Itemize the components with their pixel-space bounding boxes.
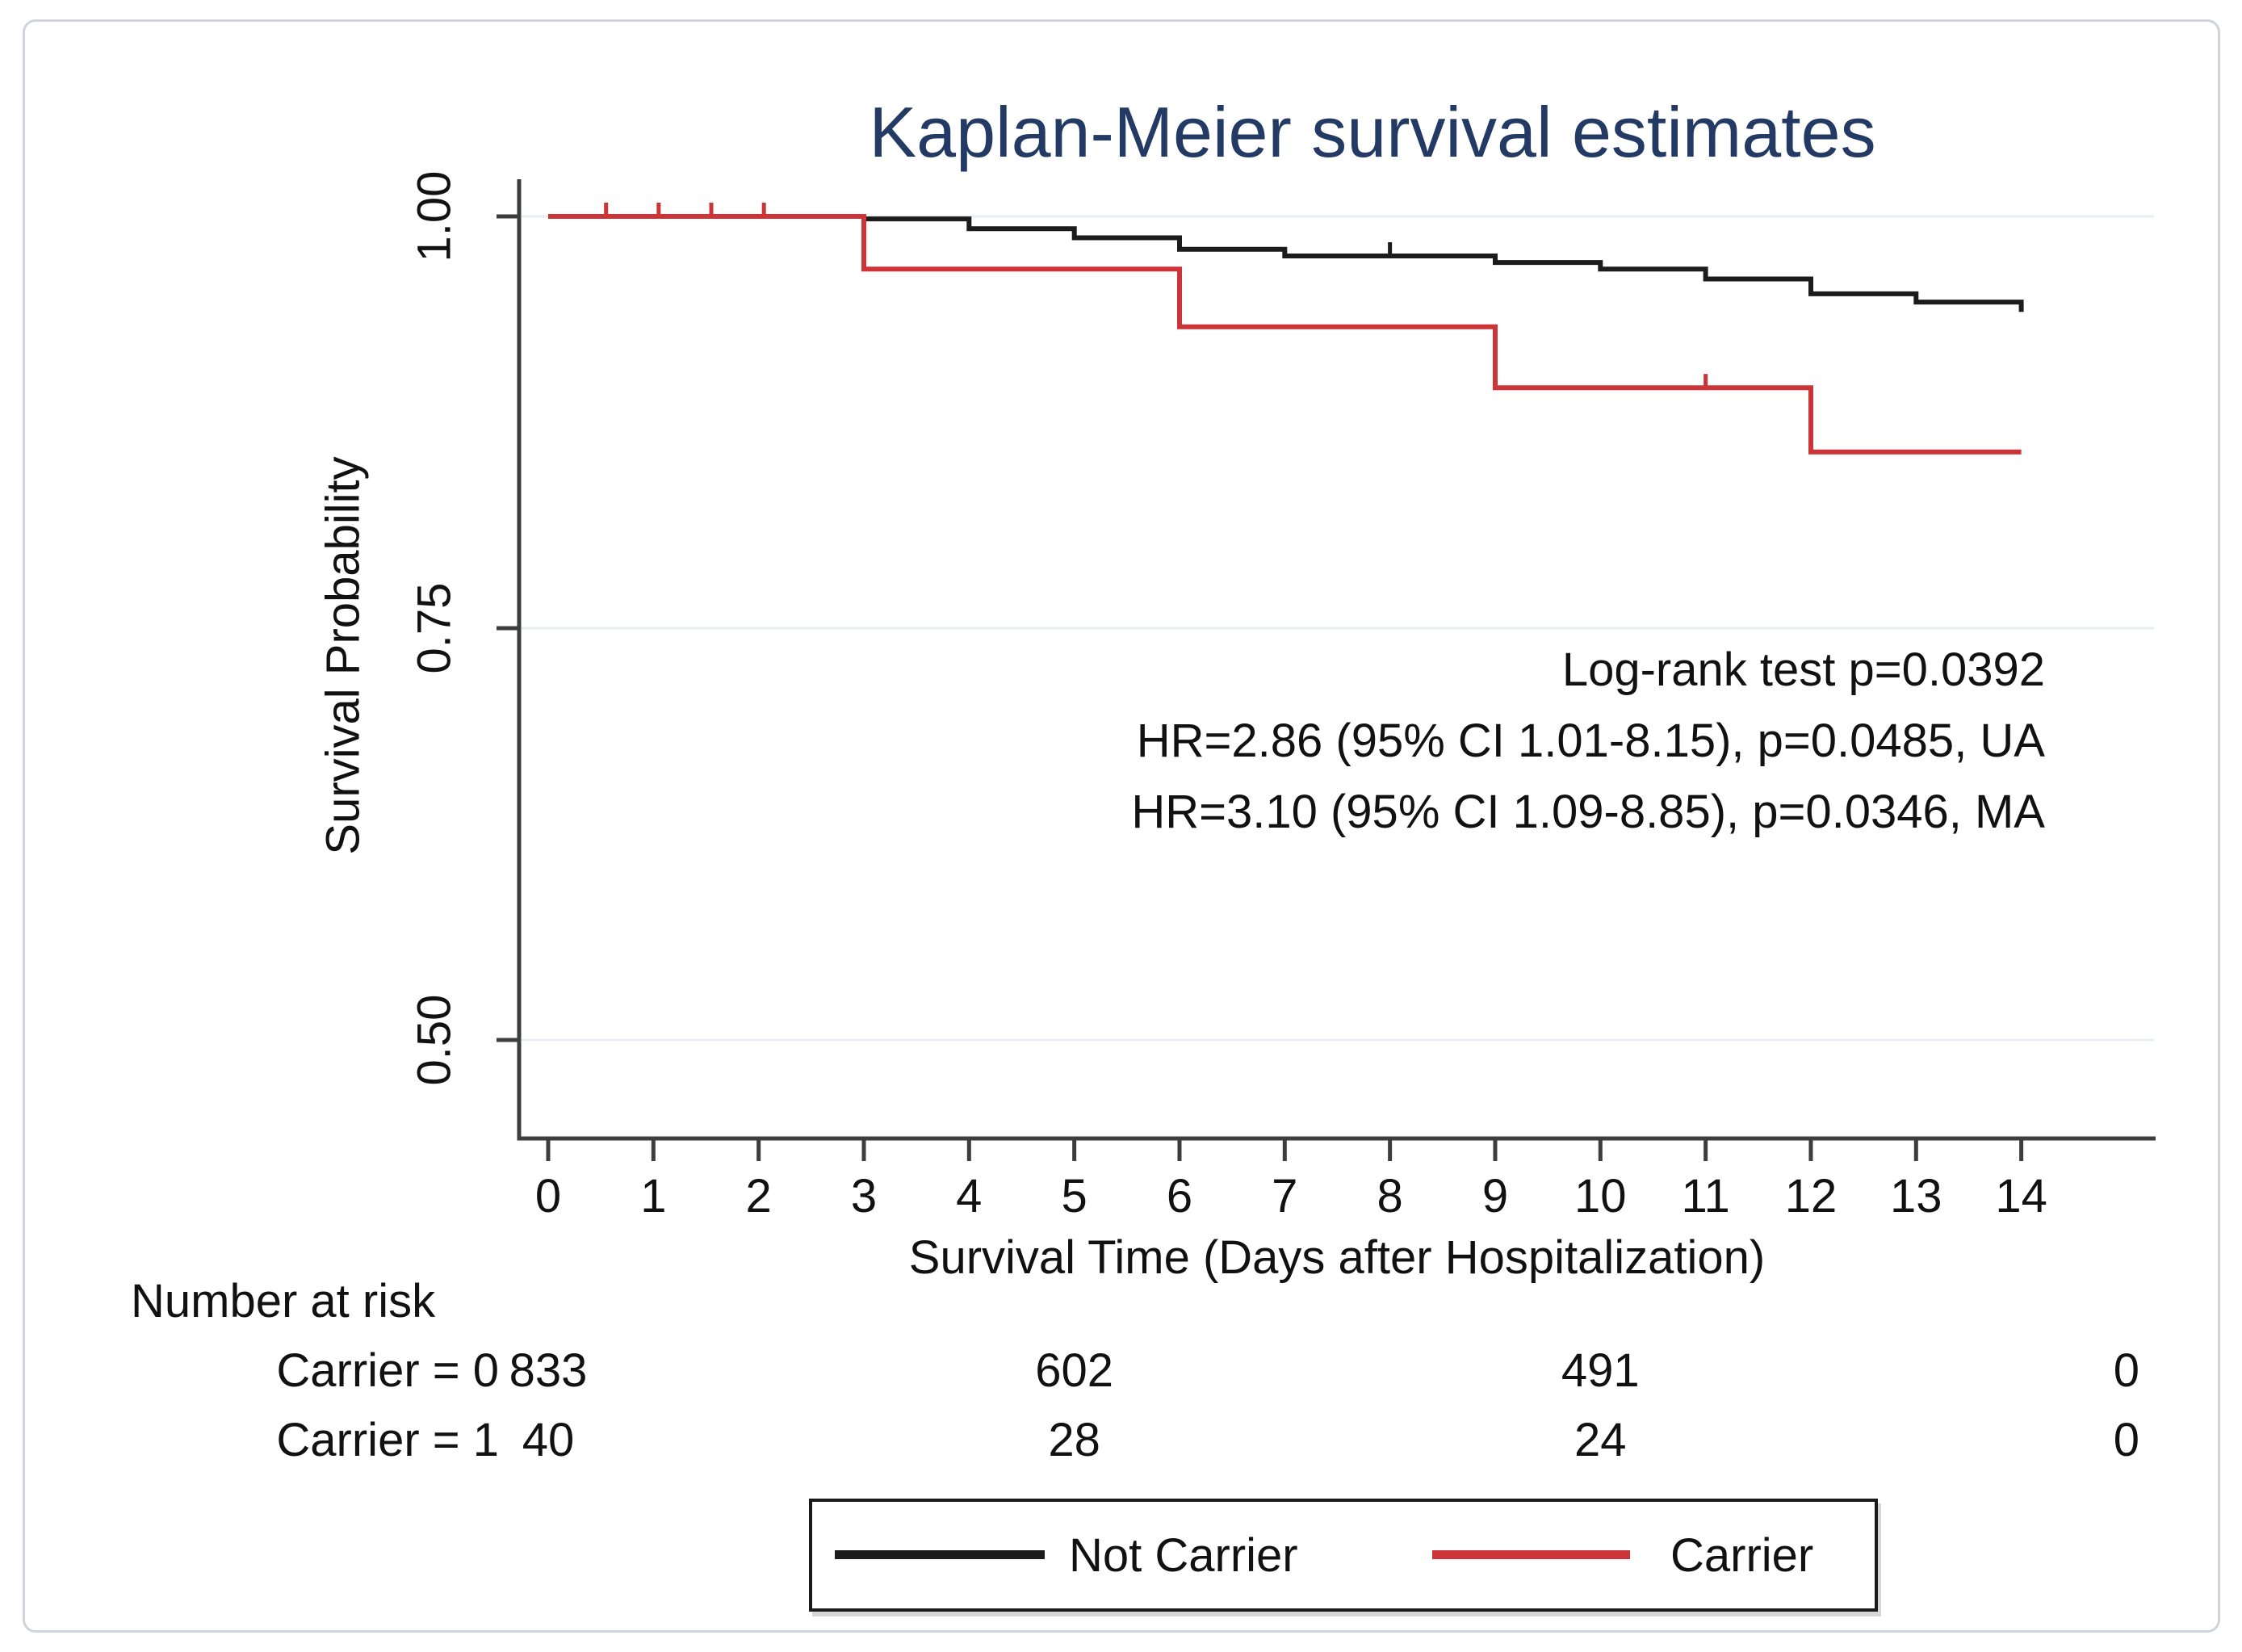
x-tick-label: 10 — [1574, 1170, 1627, 1222]
y-tick-label: 0.50 — [408, 994, 461, 1086]
y-tick-label: 0.75 — [408, 582, 461, 674]
risk-row-label: Carrier = 1 — [276, 1414, 499, 1466]
x-axis-title: Survival Time (Days after Hospitalizatio… — [908, 1231, 1766, 1284]
x-tick-label: 4 — [956, 1170, 983, 1222]
legend-line-not-carrier — [835, 1550, 1045, 1559]
axes — [517, 179, 2156, 1141]
risk-value: 0 — [2113, 1414, 2140, 1466]
figure-card — [23, 19, 2220, 1633]
chart-title: Kaplan-Meier survival estimates — [869, 92, 1876, 172]
risk-value: 602 — [1035, 1344, 1114, 1397]
x-tick-label: 5 — [1061, 1170, 1087, 1222]
km-curve-not-carrier — [548, 214, 2024, 312]
annotation-logrank: Log-rank test p=0.0392 — [1561, 644, 2045, 696]
km-curve-carrier — [548, 214, 2022, 455]
x-tick-label: 9 — [1481, 1170, 1509, 1222]
x-tick-label: 8 — [1377, 1170, 1403, 1222]
annotation-hr-ua: HR=2.86 (95% CI 1.01-8.15), p=0.0485, UA — [1136, 715, 2045, 767]
risk-table-header: Number at risk — [131, 1275, 436, 1327]
x-tick-label: 14 — [1995, 1170, 2047, 1222]
annotation-hr-ma: HR=3.10 (95% CI 1.09-8.85), p=0.0346, MA — [1131, 786, 2045, 838]
stat-annotations: Log-rank test p=0.0392 HR=2.86 (95% CI 1… — [1131, 635, 2045, 848]
legend-box: Not Carrier Carrier — [809, 1499, 1878, 1612]
x-tick-label: 7 — [1272, 1170, 1298, 1222]
y-tick-label: 1.00 — [408, 170, 461, 262]
legend-label-carrier: Carrier — [1670, 1529, 1814, 1582]
x-tick-label: 13 — [1890, 1170, 1942, 1222]
x-tick-label: 0 — [534, 1170, 562, 1222]
risk-value: 40 — [522, 1414, 575, 1466]
x-tick-label: 1 — [640, 1170, 667, 1222]
risk-value: 0 — [2113, 1344, 2140, 1397]
x-tick-label: 12 — [1784, 1170, 1838, 1222]
legend-label-not-carrier: Not Carrier — [1069, 1529, 1298, 1582]
risk-row-label: Carrier = 0 — [276, 1344, 499, 1397]
x-tick-label: 3 — [850, 1170, 878, 1222]
risk-value: 491 — [1561, 1344, 1640, 1397]
risk-value: 24 — [1574, 1414, 1627, 1466]
risk-value: 833 — [509, 1344, 588, 1397]
risk-value: 28 — [1048, 1414, 1100, 1466]
legend-line-carrier — [1432, 1550, 1630, 1559]
x-tick-label: 11 — [1681, 1170, 1730, 1222]
x-tick-label: 2 — [745, 1170, 772, 1222]
x-tick-label: 6 — [1166, 1170, 1193, 1222]
y-axis-title: Survival Probability — [316, 456, 370, 855]
